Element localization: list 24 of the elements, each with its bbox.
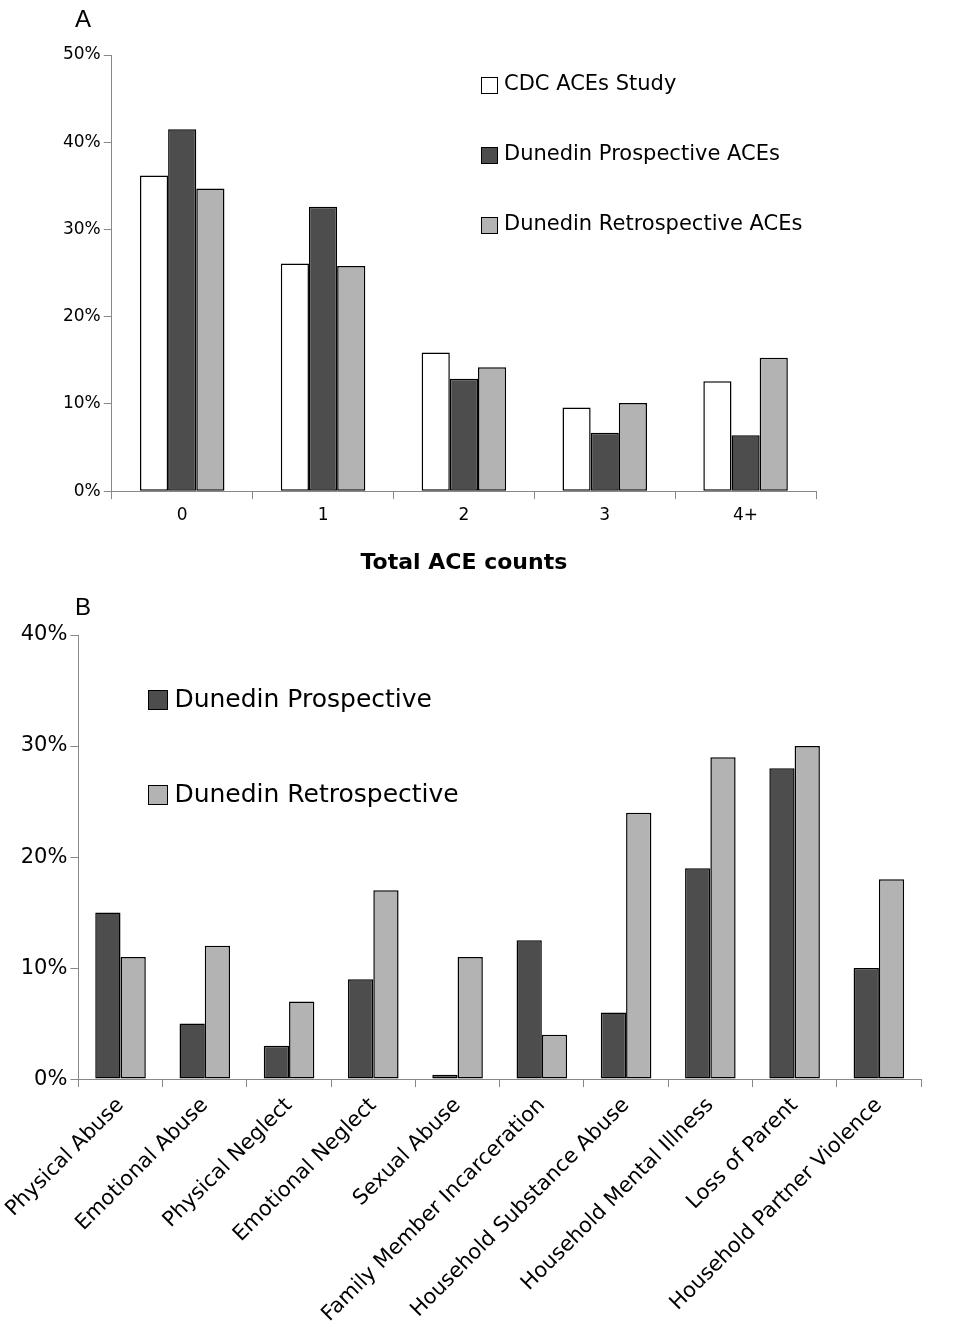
legend-label: Dunedin Prospective [174,683,432,713]
legend-label: Dunedin Retrospective [174,778,459,808]
y-tick-label: 10% [62,392,101,413]
y-tick-label: 0% [34,1065,68,1090]
y-tick-label: 50% [62,43,101,64]
y-tick-label: 20% [62,305,101,326]
x-axis-title: Total ACE counts [360,548,568,574]
legend-label: Dunedin Retrospective ACEs [504,211,803,236]
y-tick-label: 0% [73,479,101,500]
legend-label: CDC ACEs Study [504,71,677,96]
x-tick-label: 3 [599,503,611,524]
y-tick-label: 40% [62,130,101,151]
x-tick-label: 0 [176,503,188,524]
x-tick-label: 4+ [733,503,759,524]
text: B [75,593,92,621]
y-tick-label: 40% [20,621,68,646]
y-tick-label: 10% [20,954,68,979]
text: A [75,5,92,33]
x-tick-label: 2 [458,503,470,524]
y-tick-label: 30% [20,732,68,757]
x-tick-label: 1 [317,503,329,524]
y-tick-label: 30% [62,217,101,238]
y-tick-label: 20% [20,843,68,868]
legend-label: Dunedin Prospective ACEs [504,141,780,166]
